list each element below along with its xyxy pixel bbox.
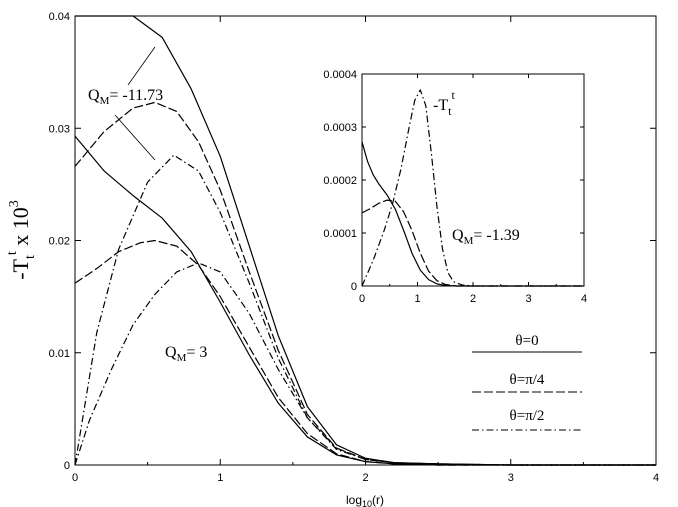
inset-y-tick-label: 0.0004: [323, 69, 357, 81]
inset-x-tick-label: 3: [525, 293, 531, 305]
main-axis-ticks: 0 1 2 3 4 0 0.01 0.02 0.03 0.04: [49, 11, 659, 484]
inset-series-group: [361, 89, 584, 287]
inset-annotation-qm: QM= -1.39: [452, 227, 520, 247]
legend-label-theta-pi2: θ=π/2: [510, 408, 545, 424]
ylabel-times: x 10: [8, 207, 33, 251]
svg-text:-Ttt x 103: -Ttt x 103: [5, 200, 38, 280]
inset-axis-ticks: 0 1 2 3 4 0 0.0001 0.0002 0.0003 0.0004: [323, 69, 587, 305]
inset-x-tick-label: 4: [581, 293, 587, 305]
main-x-tick-label: 1: [217, 472, 223, 484]
main-y-tick-label: 0.03: [49, 123, 70, 135]
inset-title: -Ttt: [433, 88, 455, 118]
inset-x-tick-label: 0: [359, 293, 365, 305]
main-x-axis-label: log10(r): [346, 493, 384, 507]
annotation-pointer-lower: [114, 114, 156, 161]
main-x-tick-label: 4: [653, 472, 659, 484]
inset-series-line-dot-dash: [361, 89, 584, 287]
legend-label-theta-0: θ=0: [515, 333, 538, 349]
ylabel-sub: t: [23, 255, 38, 259]
main-y-tick-label: 0: [64, 460, 70, 472]
main-x-tick-label: 3: [508, 472, 514, 484]
inset-y-tick-label: 0.0002: [323, 175, 357, 187]
inset-y-tick-label: 0.0003: [323, 122, 357, 134]
inset-y-tick-label: 0.0001: [323, 228, 357, 240]
annotation-pointer-upper: [127, 46, 156, 86]
inset-x-tick-label: 1: [414, 293, 420, 305]
inset-series-line-long-dash: [361, 199, 584, 287]
annotation-qm-lower: QM= 3: [165, 344, 207, 364]
inset-y-tick-label: 0: [351, 281, 357, 293]
inset-plot-background: [362, 74, 584, 286]
annotation-qm-upper: QM= -11.73: [88, 87, 163, 107]
ylabel-exp: 3: [7, 200, 22, 207]
main-y-tick-label: 0.02: [49, 236, 70, 248]
main-y-tick-label: 0.01: [49, 348, 70, 360]
inset-x-tick-label: 2: [470, 293, 476, 305]
main-x-tick-label: 2: [362, 472, 368, 484]
main-y-tick-label: 0.04: [49, 11, 70, 23]
main-y-axis-label: -Ttt x 103: [5, 200, 38, 280]
main-series-group: [74, 15, 656, 466]
ylabel-T: -T: [8, 258, 33, 279]
ylabel-sup: t: [5, 251, 20, 255]
main-x-tick-label: 0: [72, 472, 78, 484]
main-series-line-dot-dash: [74, 262, 656, 466]
legend: θ=0 θ=π/4 θ=π/2: [472, 333, 582, 431]
legend-label-theta-pi4: θ=π/4: [510, 372, 545, 388]
